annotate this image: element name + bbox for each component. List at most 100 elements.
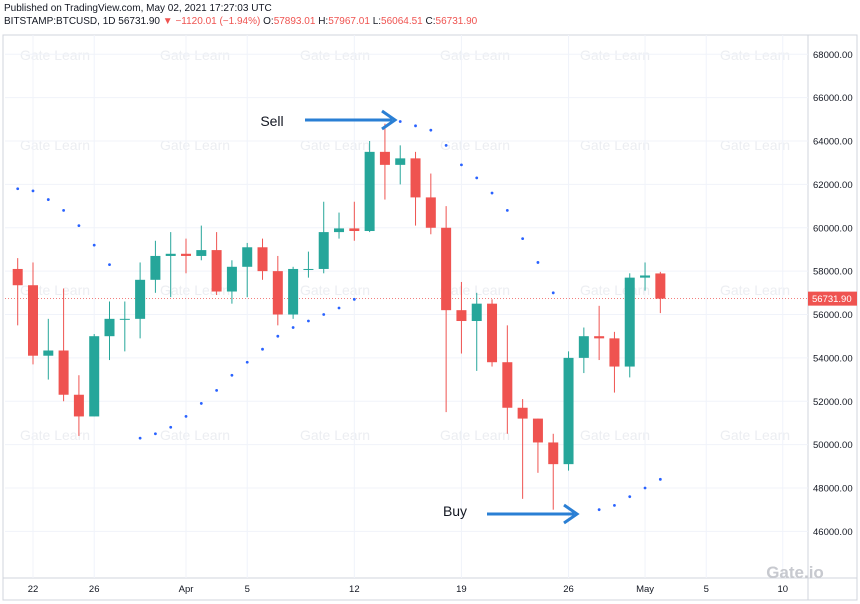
y-tick-label: 50000.00 xyxy=(813,440,853,451)
watermark: Gate Learn xyxy=(160,137,230,153)
x-tick-label: Apr xyxy=(179,584,194,595)
candle-body xyxy=(655,273,666,299)
marks: 56731.90 xyxy=(5,120,857,512)
sell-arrow-head xyxy=(381,109,398,131)
sar-dot xyxy=(322,313,326,316)
candle-body xyxy=(578,336,589,358)
sar-dot xyxy=(16,187,20,191)
symbol: BITSTAMP:BTCUSD, 1D xyxy=(4,16,116,27)
watermark: Gate Learn xyxy=(440,47,510,63)
x-tick-label: 12 xyxy=(349,584,360,595)
y-tick-label: 46000.00 xyxy=(813,527,853,538)
sar-dot xyxy=(536,261,540,264)
o: 57893.01 xyxy=(273,16,316,27)
candle-body xyxy=(334,228,345,233)
watermark: Gate Learn xyxy=(580,427,650,443)
y-tick-label: 62000.00 xyxy=(813,180,853,191)
sar-dot xyxy=(490,191,494,195)
sell-label: Sell xyxy=(260,113,283,129)
candle-body xyxy=(288,268,299,315)
x-tick-label: 19 xyxy=(456,584,467,595)
sar-dot xyxy=(261,347,264,351)
candle-body xyxy=(43,350,54,356)
x-tick-label: 10 xyxy=(777,584,788,595)
sar-dot xyxy=(184,415,188,418)
published: Published on TradingView.com, May 02, 20… xyxy=(4,3,272,14)
quote-line: BITSTAMP:BTCUSD, 1D 56731.90 ▼ −1120.01 … xyxy=(4,15,477,28)
watermark: Gate Learn xyxy=(160,427,230,443)
sar-dot xyxy=(138,436,142,440)
y-tick-label: 54000.00 xyxy=(813,353,853,364)
x-tick-label: 26 xyxy=(89,584,100,595)
last: 56731.90 xyxy=(118,16,160,27)
sar-dot xyxy=(398,120,402,123)
y-tick-label: 64000.00 xyxy=(813,137,853,148)
sar-dot xyxy=(613,503,616,507)
watermark: Gate Learn xyxy=(720,427,790,443)
sar-dot xyxy=(46,198,50,201)
candle-body xyxy=(364,151,375,232)
sar-dot xyxy=(551,291,555,295)
candle-body xyxy=(12,268,23,286)
candle-body xyxy=(28,285,39,356)
candle-body xyxy=(211,250,222,292)
x-tick-label: 5 xyxy=(704,584,709,595)
x-tick-label: 26 xyxy=(563,584,574,595)
candle-body xyxy=(487,303,498,363)
x-tick-label: 5 xyxy=(245,584,250,595)
sar-dot xyxy=(414,124,417,128)
candle-body xyxy=(563,357,574,465)
sar-dot xyxy=(658,477,662,481)
sar-dot xyxy=(475,176,479,180)
candle-body xyxy=(135,279,146,319)
watermark: Gate Learn xyxy=(720,137,790,153)
candle-body xyxy=(89,336,100,417)
sar-dot xyxy=(291,326,295,329)
annotations: Sell Buy Gate.io xyxy=(260,109,824,582)
sar-dot xyxy=(307,319,310,323)
candle-body xyxy=(425,197,436,228)
header: Published on TradingView.com, May 02, 20… xyxy=(4,2,477,28)
candle-body xyxy=(119,318,130,320)
logo: Gate.io xyxy=(766,563,824,582)
sar-dot xyxy=(230,373,234,377)
y-tick-label: 58000.00 xyxy=(813,267,853,278)
sar-dot xyxy=(429,128,433,132)
sar-dot xyxy=(245,360,249,364)
x-tick-label: May xyxy=(636,584,654,595)
watermark: Gate Learn xyxy=(580,137,650,153)
sar-dot xyxy=(108,263,111,267)
last-price-label: 56731.90 xyxy=(812,294,852,305)
watermark: Gate Learn xyxy=(440,427,510,443)
watermark: Gate Learn xyxy=(440,282,510,298)
candle-body xyxy=(594,336,605,339)
sar-dot xyxy=(597,508,601,512)
candle-body xyxy=(226,266,237,292)
watermark: Gate Learn xyxy=(580,47,650,63)
watermark: Gate Learn xyxy=(300,282,370,298)
buy-label: Buy xyxy=(443,503,467,519)
watermark: Gate Learn xyxy=(720,47,790,63)
candle-body xyxy=(104,318,115,337)
candle-body xyxy=(548,442,559,465)
candle-body xyxy=(318,232,329,269)
y-tick-label: 48000.00 xyxy=(813,484,853,495)
sar-dot xyxy=(62,209,66,212)
y-tick-label: 52000.00 xyxy=(813,397,853,408)
sar-dot xyxy=(444,143,448,147)
candle-body xyxy=(532,418,543,443)
l-label: L: xyxy=(372,16,382,27)
frame xyxy=(2,34,858,601)
h: 57967.01 xyxy=(328,16,370,27)
candle-body xyxy=(379,151,390,165)
c: 56731.90 xyxy=(435,16,478,27)
candle-body xyxy=(242,247,253,267)
sar-dot xyxy=(337,306,341,310)
o-label: O: xyxy=(263,16,274,27)
candle-body xyxy=(640,275,651,278)
sar-dot xyxy=(352,297,356,301)
y-tick-label: 66000.00 xyxy=(813,93,853,104)
candle-body xyxy=(196,250,207,256)
y-tick-label: 68000.00 xyxy=(813,50,853,61)
